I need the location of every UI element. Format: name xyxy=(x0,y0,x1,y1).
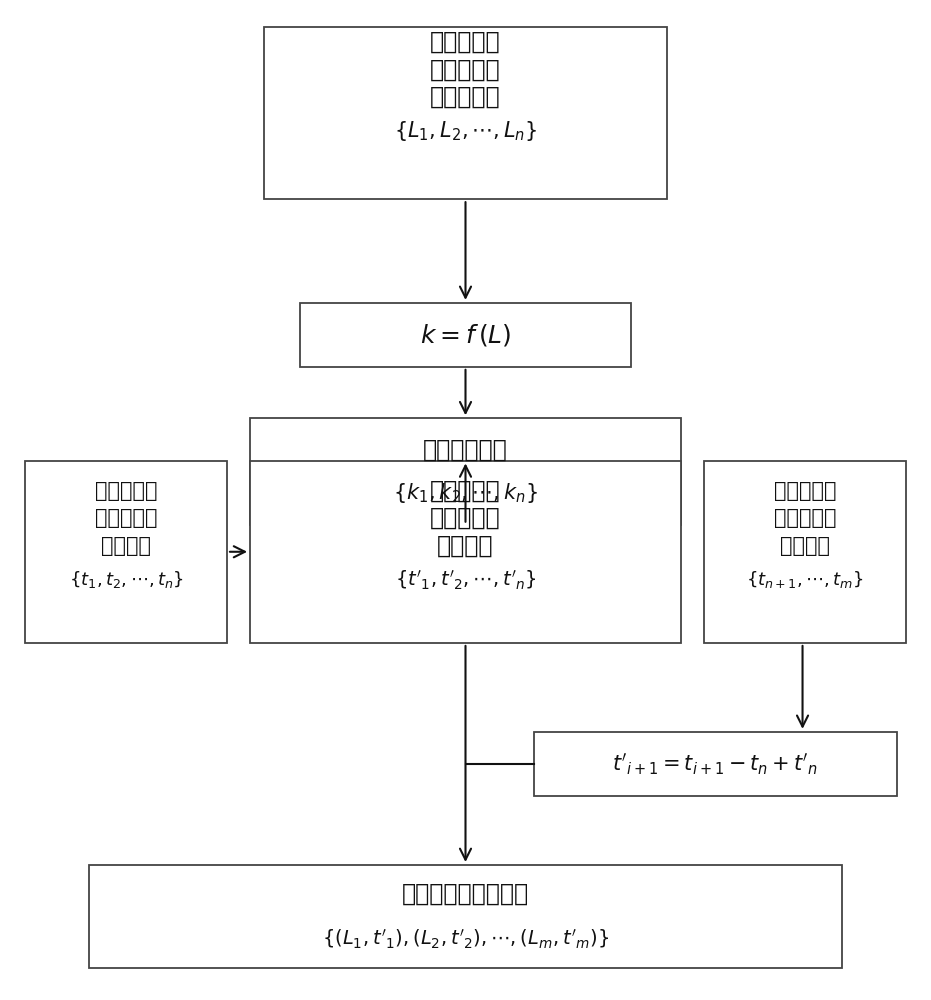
Text: 监测时刻: 监测时刻 xyxy=(780,536,830,556)
Bar xyxy=(89,865,842,968)
Text: 工况一性能退化数据: 工况一性能退化数据 xyxy=(402,882,529,906)
Text: 工况切换后: 工况切换后 xyxy=(774,481,836,501)
Bar xyxy=(704,461,906,643)
Text: $\{(L_1,t'_1),(L_2,t'_2),\cdots,(L_m,t'_m)\}$: $\{(L_1,t'_1),(L_2,t'_2),\cdots,(L_m,t'_… xyxy=(322,927,609,950)
Text: 工况切换后: 工况切换后 xyxy=(430,479,501,503)
Text: 监测时刻: 监测时刻 xyxy=(101,536,151,556)
Text: （工况二）: （工况二） xyxy=(95,508,157,528)
Text: 监测时刻: 监测时刻 xyxy=(438,534,493,558)
Text: $\{k_1,k_2,\cdots,k_n\}$: $\{k_1,k_2,\cdots,k_n\}$ xyxy=(393,481,538,505)
Bar xyxy=(250,461,681,643)
Text: $\{t_1,t_2,\cdots,t_n\}$: $\{t_1,t_2,\cdots,t_n\}$ xyxy=(69,569,183,590)
Text: （工况一）: （工况一） xyxy=(774,508,836,528)
Text: （工况二）: （工况二） xyxy=(430,506,501,530)
Bar xyxy=(534,732,897,796)
Text: $\{t_{n+1},\cdots,t_m\}$: $\{t_{n+1},\cdots,t_m\}$ xyxy=(746,569,864,590)
Bar xyxy=(301,303,630,367)
Text: $k = f\,(L)$: $k = f\,(L)$ xyxy=(420,322,511,348)
Text: $\{L_1,L_2,\cdots,L_n\}$: $\{L_1,L_2,\cdots,L_n\}$ xyxy=(394,119,537,143)
Text: 性能退化量: 性能退化量 xyxy=(430,85,501,109)
Bar xyxy=(263,27,668,199)
Bar xyxy=(25,461,227,643)
Text: 工况切换前: 工况切换前 xyxy=(430,30,501,54)
Text: 工况折合因子: 工况折合因子 xyxy=(423,438,508,462)
Text: $\{t'_1,t'_2,\cdots,t'_n\}$: $\{t'_1,t'_2,\cdots,t'_n\}$ xyxy=(395,568,536,591)
Bar xyxy=(250,418,681,525)
Text: $t'_{i+1}=t_{i+1}-t_n+t'_n$: $t'_{i+1}=t_{i+1}-t_n+t'_n$ xyxy=(613,751,818,777)
Text: 工况切换前: 工况切换前 xyxy=(95,481,157,501)
Text: （工况二）: （工况二） xyxy=(430,58,501,82)
